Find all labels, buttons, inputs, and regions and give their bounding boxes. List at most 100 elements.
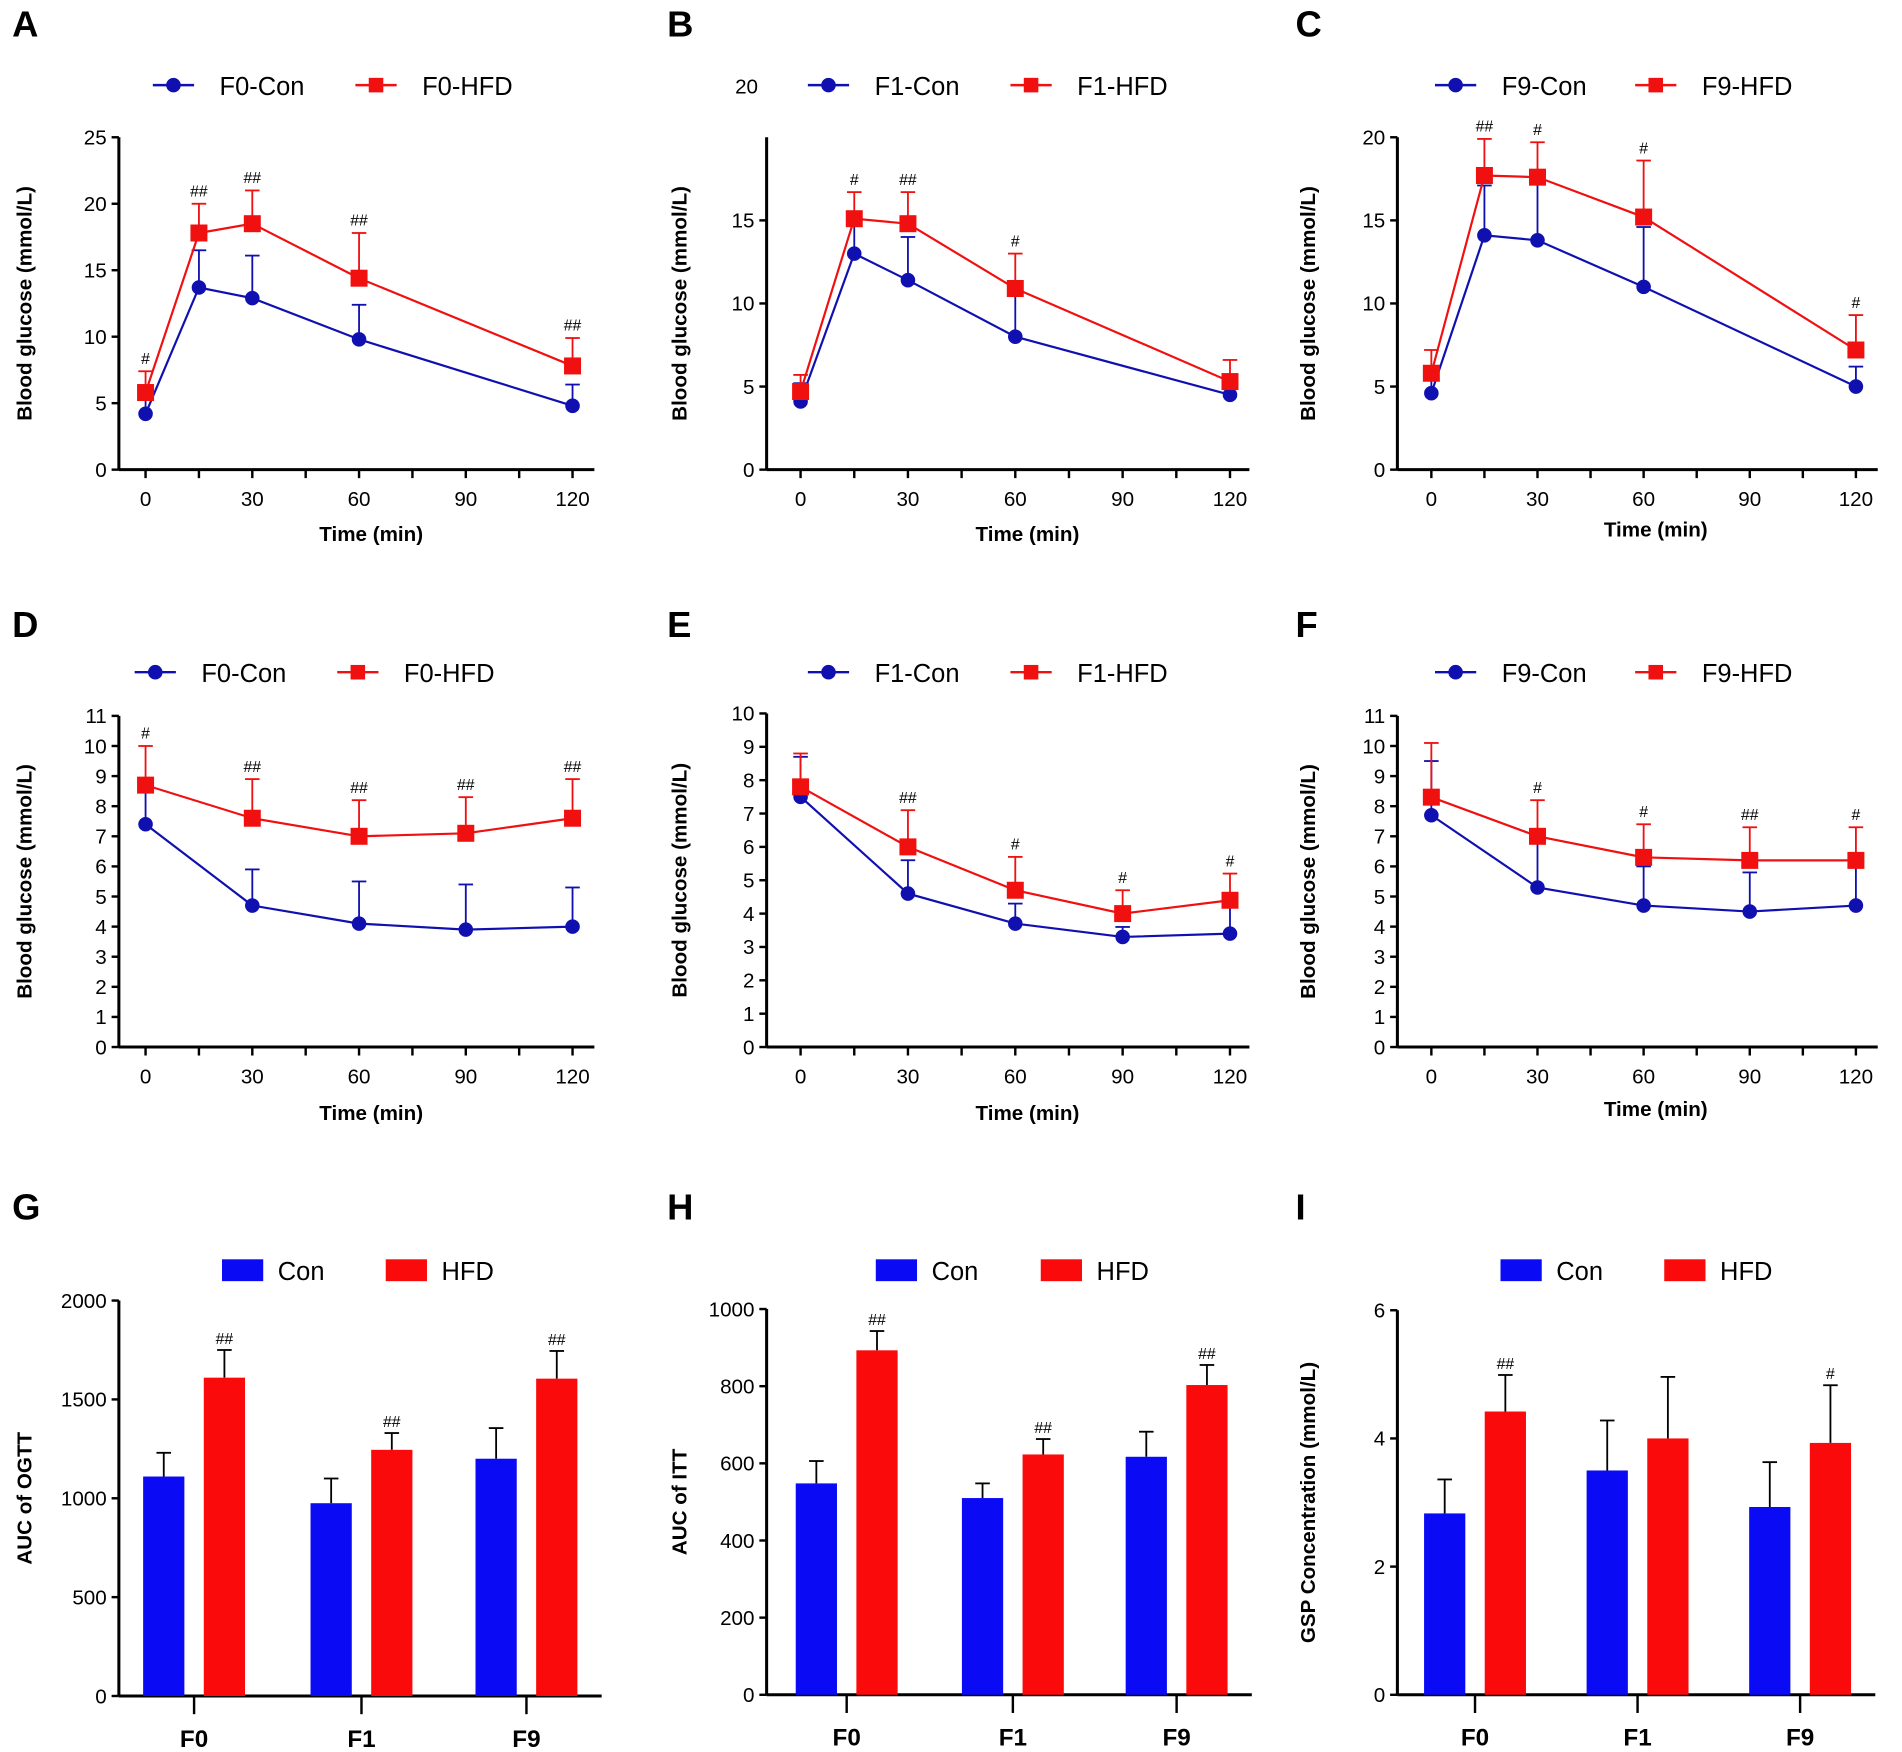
x-tick-label: 90 xyxy=(1111,1065,1134,1088)
significance-mark: ## xyxy=(899,790,917,807)
legend-label: F9-HFD xyxy=(1702,660,1793,688)
category-label: F0 xyxy=(180,1726,208,1752)
legend-label: F1-HFD xyxy=(1077,73,1168,101)
y-tick-label: 7 xyxy=(1374,826,1385,849)
x-tick-label: 90 xyxy=(1738,1065,1761,1088)
data-point-con xyxy=(138,406,153,422)
data-point-hfd xyxy=(899,838,917,856)
significance-mark: ## xyxy=(350,780,368,797)
legend-label: F9-Con xyxy=(1502,660,1587,688)
y-tick-label: 6 xyxy=(95,856,106,879)
data-point-hfd xyxy=(1114,905,1132,923)
legend-marker-circle xyxy=(166,77,181,93)
x-tick-label: 0 xyxy=(795,1065,806,1088)
data-point-hfd xyxy=(1847,341,1865,359)
x-tick-label: 60 xyxy=(348,488,371,511)
y-axis-label: Blood glucose (mmol/L) xyxy=(669,763,692,998)
data-point-con xyxy=(1222,926,1238,941)
data-point-con xyxy=(1115,929,1130,945)
y-tick-label: 4 xyxy=(743,903,754,926)
data-point-hfd xyxy=(1221,891,1239,909)
legend-marker-circle xyxy=(1448,664,1463,680)
legend-swatch xyxy=(221,1259,264,1282)
data-point-hfd xyxy=(1741,851,1759,869)
y-tick-label: 5 xyxy=(95,886,106,909)
bar-hfd xyxy=(1809,1442,1852,1695)
significance-mark: # xyxy=(850,172,859,189)
y-tick-label: 2 xyxy=(743,970,754,993)
data-point-hfd xyxy=(1475,167,1493,184)
significance-mark: # xyxy=(1011,837,1020,854)
legend-label: F0-Con xyxy=(220,73,305,101)
y-tick-label: 6 xyxy=(1374,856,1385,879)
x-tick-label: 120 xyxy=(1213,488,1247,511)
panel-e: E 0 1 2 3 4 5 6 7 8 9 10 Blood glucose (mmol/L) F1-Co… xyxy=(667,604,1250,1125)
legend-marker-square xyxy=(1648,664,1664,680)
significance-mark: # xyxy=(1639,140,1648,157)
panel-a: A 0 5 10 15 20 25 Blood glucose (mmol/L) F0-Con F… xyxy=(12,4,595,546)
legend-label: HFD xyxy=(442,1258,494,1286)
stray-label: 20 xyxy=(735,76,758,99)
bar-con xyxy=(795,1483,837,1695)
category-label: F9 xyxy=(1162,1725,1190,1752)
significance-mark: ## xyxy=(1497,1356,1515,1373)
y-tick-label: 1 xyxy=(1374,1006,1385,1029)
x-tick-label: 120 xyxy=(1213,1065,1247,1088)
y-tick-label: 9 xyxy=(743,736,754,759)
data-point-hfd xyxy=(1635,848,1653,866)
data-point-con xyxy=(458,922,474,937)
x-tick-label: 30 xyxy=(1526,488,1549,511)
y-tick-label: 3 xyxy=(1374,946,1385,969)
significance-mark: # xyxy=(1533,780,1542,797)
panel-letter: F xyxy=(1295,604,1317,645)
y-tick-label: 20 xyxy=(84,193,107,216)
y-tick-label: 1 xyxy=(743,1003,754,1026)
y-tick-label: 7 xyxy=(95,826,106,849)
data-point-con xyxy=(1477,228,1492,243)
category-label: F1 xyxy=(347,1726,375,1752)
category-label: F9 xyxy=(512,1726,540,1752)
significance-mark: ## xyxy=(899,172,917,189)
data-point-con xyxy=(900,886,916,901)
x-tick-label: 60 xyxy=(1004,1065,1027,1088)
y-tick-label: 10 xyxy=(732,703,755,726)
x-tick-label: 90 xyxy=(454,488,477,511)
data-point-con xyxy=(1636,279,1651,295)
x-tick-label: 0 xyxy=(795,488,806,511)
y-tick-label: 0 xyxy=(743,1036,754,1059)
significance-mark: # xyxy=(1118,870,1127,887)
x-tick-label: 0 xyxy=(140,488,151,511)
legend-label: Con xyxy=(932,1258,979,1286)
data-point-hfd xyxy=(137,384,155,402)
legend-marker-square xyxy=(1023,664,1039,680)
y-tick-label: 3 xyxy=(743,936,754,959)
y-tick-label: 1000 xyxy=(709,1298,755,1321)
legend-label: F1-Con xyxy=(875,660,960,688)
y-tick-label: 0 xyxy=(1374,1684,1385,1707)
panel-letter: A xyxy=(12,4,38,45)
legend-label: F9-Con xyxy=(1502,73,1587,101)
data-point-hfd xyxy=(564,809,582,827)
y-axis-label: Blood glucose (mmol/L) xyxy=(1297,764,1320,999)
bar-hfd xyxy=(1186,1385,1228,1695)
significance-mark: # xyxy=(1852,807,1861,824)
bar-hfd xyxy=(1022,1454,1064,1695)
y-tick-label: 1500 xyxy=(61,1389,107,1412)
data-point-hfd xyxy=(1006,280,1024,297)
significance-mark: ## xyxy=(1741,807,1759,824)
category-label: F1 xyxy=(1623,1725,1651,1752)
bar-hfd xyxy=(536,1378,578,1696)
x-axis-label: Time (min) xyxy=(319,1102,423,1125)
y-tick-label: 0 xyxy=(1374,459,1385,482)
data-point-hfd xyxy=(1635,208,1653,226)
significance-mark: ## xyxy=(216,1331,234,1348)
data-point-con xyxy=(1424,807,1439,823)
legend-label: F1-HFD xyxy=(1077,660,1168,688)
y-tick-label: 4 xyxy=(95,916,106,939)
x-axis-label: Time (min) xyxy=(976,523,1080,546)
bar-con xyxy=(310,1503,352,1696)
x-tick-label: 0 xyxy=(1426,488,1437,511)
data-point-con xyxy=(900,272,916,288)
data-point-hfd xyxy=(350,269,368,287)
panel-letter: G xyxy=(12,1186,40,1227)
